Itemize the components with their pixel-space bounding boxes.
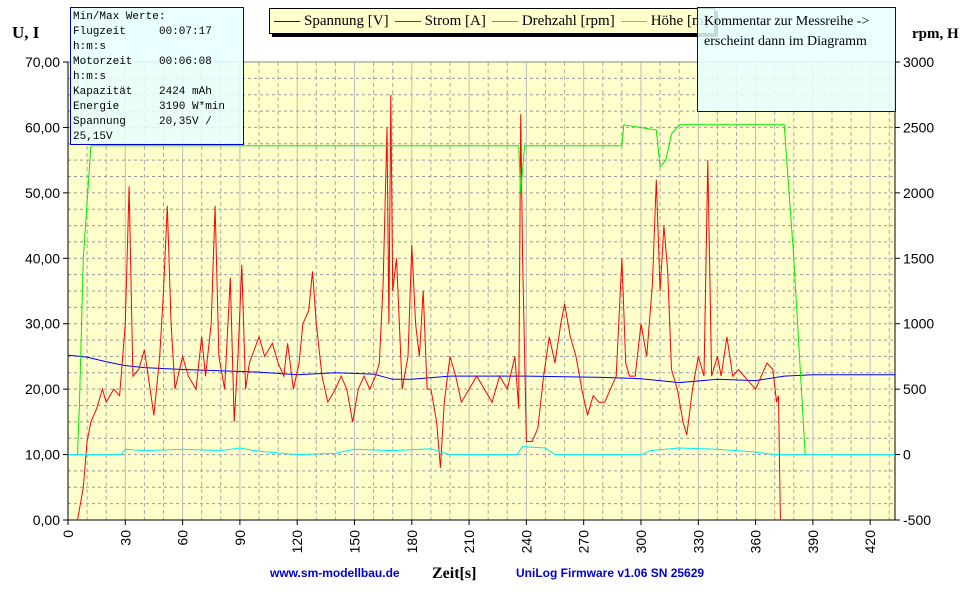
x-tick-label: 390 xyxy=(805,530,821,554)
legend-swatch xyxy=(274,20,300,22)
y-axis-label-left: U, I xyxy=(12,23,40,42)
info-value: 3190 W*min xyxy=(159,101,226,113)
y-tick-label-right: -500 xyxy=(903,512,931,528)
x-tick-label: 330 xyxy=(690,530,706,554)
x-tick-label: 360 xyxy=(748,530,764,554)
info-row: Motorzeit 00:06:08 xyxy=(73,55,241,70)
info-row: Kapazität 2424 mAh xyxy=(73,85,241,100)
x-tick-label: 120 xyxy=(289,530,305,554)
info-label: Spannung xyxy=(73,116,126,128)
x-tick-label: 300 xyxy=(633,530,649,554)
comment-box[interactable]: Kommentar zur Messreihe -> erscheint dan… xyxy=(697,7,896,112)
info-label: Motorzeit xyxy=(73,56,133,68)
x-tick-label: 30 xyxy=(117,530,133,546)
website-link[interactable]: www.sm-modellbau.de xyxy=(270,566,400,580)
min-max-info-box: Min/Max Werte: Flugzeit 00:07:17 h:m:s Moto… xyxy=(70,7,244,145)
series-line-drehzahl xyxy=(77,124,806,455)
info-row: h:m:s xyxy=(73,40,241,55)
x-tick-label: 420 xyxy=(862,530,878,554)
x-tick-label: 60 xyxy=(175,530,191,546)
y-tick-label-left: 20,00 xyxy=(25,381,60,397)
info-value: 00:07:17 xyxy=(159,26,212,38)
info-label: h:m:s xyxy=(73,71,107,83)
info-label: Energie xyxy=(73,101,120,113)
x-tick-label: 270 xyxy=(576,530,592,554)
y-tick-label-right: 1500 xyxy=(903,250,934,266)
info-label: Flugzeit xyxy=(73,26,126,38)
x-tick-label: 180 xyxy=(404,530,420,554)
legend-swatch xyxy=(491,20,518,22)
legend-item: Strom [A] xyxy=(394,12,486,30)
y-tick-label-left: 60,00 xyxy=(25,119,60,135)
y-axis-label-right: rpm, H xyxy=(912,26,959,42)
y-tick-label-left: 10,00 xyxy=(25,447,60,463)
legend-swatch xyxy=(394,20,421,22)
info-row: Energie 3190 W*min xyxy=(73,100,241,115)
legend: Spannung [V] Strom [A] Drehzahl [rpm] Höhe … xyxy=(269,8,715,34)
series-line-höhe xyxy=(68,446,895,456)
y-tick-label-left: 0,00 xyxy=(33,512,60,528)
x-tick-label: 210 xyxy=(461,530,477,554)
info-row: Flugzeit 00:07:17 xyxy=(73,25,241,40)
series-line-strom xyxy=(77,94,781,521)
legend-swatch xyxy=(620,20,647,22)
y-tick-label-left: 30,00 xyxy=(25,316,60,332)
y-tick-label-right: 3000 xyxy=(903,54,934,70)
x-axis-label: Zeit[s] xyxy=(432,565,476,582)
info-row: h:m:s xyxy=(73,70,241,85)
legend-item: Spannung [V] xyxy=(274,13,389,30)
info-row: 25,15V xyxy=(73,130,241,145)
legend-label: Spannung [V] xyxy=(304,12,389,29)
y-tick-label-right: 2000 xyxy=(903,185,934,201)
y-tick-label-left: 40,00 xyxy=(25,250,60,266)
y-tick-label-right: 0 xyxy=(903,447,911,463)
x-tick-label: 240 xyxy=(518,530,534,554)
series-line-spannung xyxy=(67,354,895,384)
legend-item: Höhe [m] xyxy=(620,12,709,30)
legend-label: Höhe [m] xyxy=(650,12,709,29)
info-label: 25,15V xyxy=(73,131,113,143)
y-tick-label-left: 50,00 xyxy=(25,185,60,201)
info-value: 00:06:08 xyxy=(159,56,212,68)
y-tick-label-right: 500 xyxy=(903,381,927,397)
legend-item: Drehzahl [rpm] xyxy=(491,12,615,30)
x-tick-label: 150 xyxy=(346,530,362,554)
info-row: Spannung 20,35V / xyxy=(73,115,241,130)
firmware-label: UniLog Firmware v1.06 SN 25629 xyxy=(516,566,705,580)
y-tick-label-right: 1000 xyxy=(903,316,934,332)
legend-label: Drehzahl [rpm] xyxy=(521,12,615,29)
x-tick-label: 0 xyxy=(60,530,76,538)
info-title: Min/Max Werte: xyxy=(73,11,166,23)
y-tick-label-right: 2500 xyxy=(903,119,934,135)
legend-label: Strom [A] xyxy=(424,12,486,29)
y-tick-label-left: 70,00 xyxy=(25,54,60,70)
x-tick-label: 90 xyxy=(232,530,248,546)
info-label: Kapazität xyxy=(73,86,133,98)
info-value: 2424 mAh xyxy=(159,86,212,98)
info-label: h:m:s xyxy=(73,41,107,53)
info-value: 20,35V / xyxy=(159,116,212,128)
